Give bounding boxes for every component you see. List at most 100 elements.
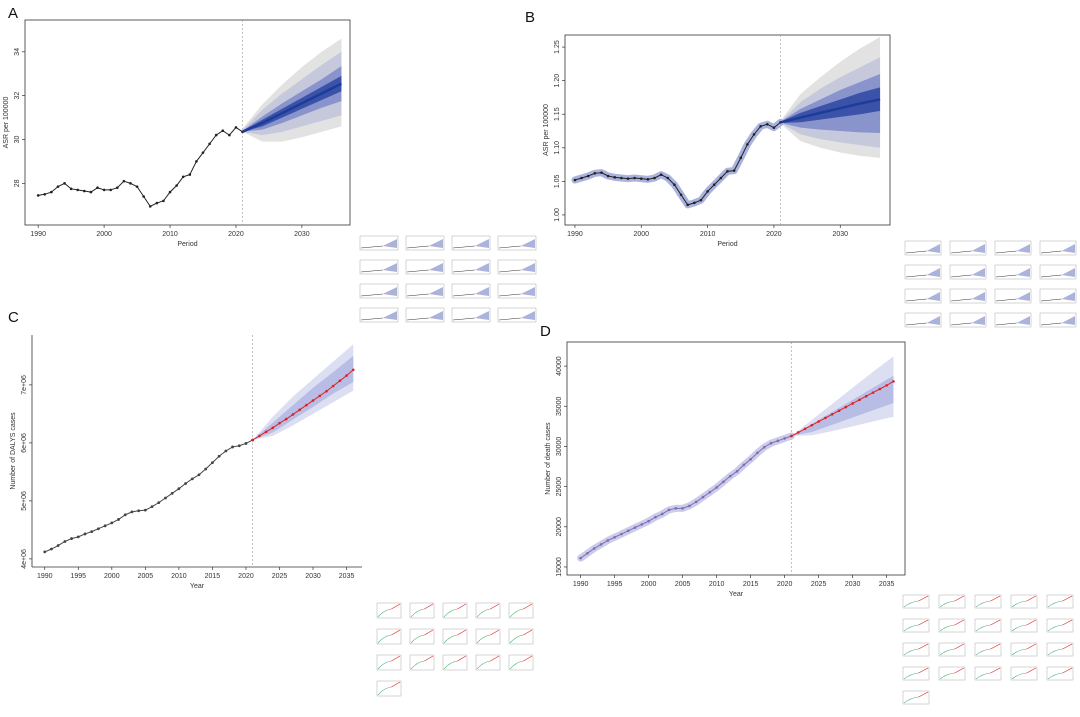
thumbnail-frame: [902, 690, 930, 705]
thumbnail-frame: [902, 618, 930, 633]
y-tick-label: 34: [14, 48, 21, 56]
thumbnail-frame: [359, 235, 399, 251]
y-tick-label: 1.05: [554, 174, 561, 188]
history-point: [580, 176, 583, 180]
thumbnail-forecast: [918, 595, 929, 602]
forecast-band: [252, 355, 354, 440]
thumbnail-frame: [1046, 594, 1074, 609]
thumbnail-forecast: [1062, 643, 1073, 650]
history-point: [69, 187, 73, 191]
thumbnail-forecast: [424, 655, 434, 662]
panel-label: C: [8, 309, 19, 326]
thumbnail-frame: [1010, 594, 1038, 609]
x-tick-label: 2020: [228, 231, 244, 238]
thumbnail-frame: [949, 312, 987, 328]
x-tick-label: 1990: [37, 573, 53, 580]
x-tick-label: 1995: [607, 581, 623, 588]
thumbnail-line: [498, 245, 521, 249]
history-point: [673, 183, 676, 187]
x-axis-label: Period: [177, 241, 197, 248]
forecast-point: [291, 413, 295, 416]
thumbnail-line: [1011, 672, 1027, 680]
x-tick-label: 2020: [766, 231, 782, 238]
thumbnail-frame: [994, 264, 1032, 280]
thumbnail-frame: [359, 259, 399, 275]
thumbnail-fan: [1061, 316, 1075, 325]
thumbnail-line: [905, 298, 927, 302]
forecast-point: [810, 423, 814, 427]
thumbnail-frame: [405, 283, 445, 299]
thumbnail-frame: [497, 283, 537, 299]
forecast-line: [791, 380, 894, 437]
thumbnail-frame: [1010, 618, 1038, 633]
history-point: [97, 527, 100, 531]
thumbnail-forecast: [990, 643, 1001, 650]
history-point: [654, 515, 657, 519]
thumbnail-forecast: [1026, 619, 1037, 626]
thumbnail-line: [1011, 624, 1027, 632]
forecast-point: [271, 426, 275, 430]
panel-label: B: [525, 9, 535, 26]
history-point: [90, 530, 94, 534]
history-point: [613, 535, 616, 539]
thumbnail-frame: [1039, 264, 1077, 280]
forecast-point: [318, 394, 322, 398]
history-point: [164, 496, 167, 500]
history-point: [693, 201, 696, 205]
thumbnail-fan: [926, 316, 940, 325]
thumbnail-line: [377, 660, 392, 670]
thumbnail-fan: [520, 239, 535, 248]
history-point: [659, 173, 663, 176]
x-tick-label: 2025: [811, 581, 827, 588]
history-point: [606, 539, 610, 542]
thumbnail-fan: [971, 316, 985, 325]
x-tick-label: 2030: [305, 573, 321, 580]
thumbnail-frame: [409, 628, 435, 645]
history-point: [732, 169, 736, 172]
history-point: [712, 183, 716, 187]
thumbnail-forecast: [490, 629, 500, 636]
thumbnail-forecast: [918, 667, 929, 674]
thumbnail-frame: [1046, 642, 1074, 657]
history-point: [56, 185, 60, 188]
history-point: [117, 518, 120, 521]
history-point: [667, 508, 671, 512]
thumbnail-fan: [428, 239, 443, 248]
thumbnail-forecast: [1026, 595, 1037, 602]
thumbnail-frame: [475, 602, 501, 619]
thumbnail-line: [452, 293, 475, 297]
forecast-point: [264, 430, 268, 434]
history-point: [772, 126, 776, 129]
forecast-line: [252, 369, 354, 441]
forecast-point: [871, 391, 875, 394]
history-point: [214, 133, 218, 137]
panel: D 1990 1995 2000 2005 2010 2015 2020 2025 2030 203…: [540, 323, 906, 598]
thumbnail-forecast: [523, 629, 533, 636]
history-point: [197, 473, 201, 477]
forecast-point: [298, 408, 301, 412]
thumbnail-forecast: [954, 667, 965, 674]
history-point: [573, 178, 577, 182]
forecast-band: [242, 75, 342, 132]
thumbnail-line: [360, 269, 383, 273]
history-point: [688, 504, 691, 508]
y-tick-label: 7e+06: [21, 375, 28, 395]
history-point: [719, 176, 723, 180]
thumbnail-forecast: [523, 655, 533, 662]
history-point: [579, 556, 582, 560]
history-point: [681, 507, 684, 510]
thumbnail-fan: [971, 268, 985, 277]
thumbnail-frame: [405, 259, 445, 275]
panel-label: D: [540, 323, 551, 340]
panel: B 1990 2000 2010 2020 2030 1.00 1.05 1.10 1.15 1.2…: [525, 9, 891, 248]
x-tick-label: 2015: [205, 573, 221, 580]
thumbnail-frame: [475, 654, 501, 671]
thumbnail-fan: [971, 292, 985, 301]
thumbnail-fan: [382, 239, 397, 248]
thumbnail-fan: [428, 263, 443, 272]
x-axis-label: Year: [729, 591, 744, 598]
thumbnail-frame: [508, 602, 534, 619]
thumbnail-line: [903, 672, 919, 680]
thumbnail-line: [950, 322, 972, 326]
